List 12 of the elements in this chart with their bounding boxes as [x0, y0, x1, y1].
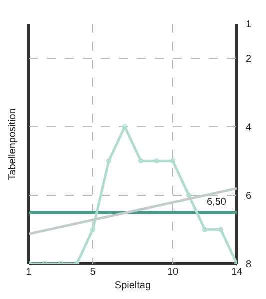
y-tick-label: 2: [246, 54, 252, 65]
x-tick-label: 5: [90, 267, 96, 278]
y-tick-label: 1: [246, 20, 252, 30]
y-tick-label: 8: [246, 260, 252, 270]
x-tick-label: 1: [26, 267, 32, 278]
y-axis-title: Tabellenposition: [7, 108, 18, 180]
ref-line-label: 6,50: [207, 197, 227, 208]
x-axis-title: Spieltag: [114, 280, 152, 292]
y-tick-label: 6: [246, 190, 252, 202]
x-tick-label: 10: [167, 267, 179, 278]
y-tick-label: 4: [246, 122, 252, 134]
x-tick-label: 14: [231, 267, 243, 278]
